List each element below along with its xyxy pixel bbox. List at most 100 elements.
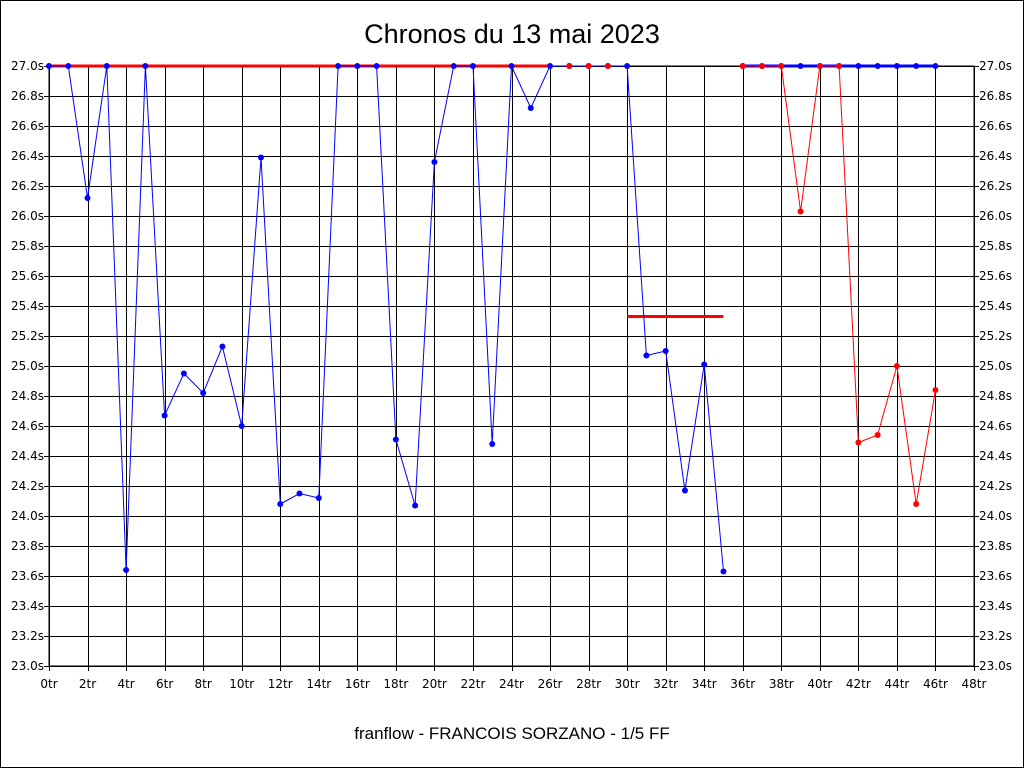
y-tick-label-right: 25.4s — [979, 299, 1012, 313]
data-point — [893, 363, 900, 369]
x-tick-label: 8tr — [195, 677, 212, 691]
x-tick-label: 4tr — [117, 677, 134, 691]
y-axis-right-ticks: 23.0s 23.2s 23.4s 23.6s 23.8s 24.0s 24.2s 24.4s… — [979, 59, 1012, 673]
y-tick-label-left: 24.6s — [11, 419, 44, 433]
data-point — [84, 195, 91, 201]
y-tick-label-right: 27.0s — [979, 59, 1012, 73]
data-point — [797, 63, 804, 69]
x-tick-label: 36tr — [730, 677, 755, 691]
data-point — [585, 63, 592, 69]
y-tick-label-left: 24.0s — [11, 509, 44, 523]
x-tick-label: 2tr — [79, 677, 96, 691]
y-tick-label-right: 25.2s — [979, 329, 1012, 343]
y-tick-label-right: 23.0s — [979, 659, 1012, 673]
y-tick-label-left: 25.0s — [11, 359, 44, 373]
data-point — [527, 105, 534, 111]
data-point — [913, 501, 920, 507]
y-tick-label-left: 24.2s — [11, 479, 44, 493]
data-point — [759, 63, 766, 69]
data-point — [855, 439, 862, 446]
data-point — [489, 441, 496, 447]
data-point — [739, 63, 746, 69]
y-tick-label-right: 23.4s — [979, 599, 1012, 613]
y-tick-label-right: 26.6s — [979, 119, 1012, 133]
data-point — [855, 63, 862, 69]
y-tick-label-right: 25.6s — [979, 269, 1012, 283]
data-point — [161, 412, 168, 419]
y-tick-label-right: 26.0s — [979, 209, 1012, 223]
x-axis-ticks: 0tr 2tr 4tr 6tr 8tr 10tr 12tr 14tr 16tr 18tr 20tr 2… — [40, 677, 986, 691]
data-point — [335, 63, 342, 69]
data-point — [547, 63, 554, 69]
y-tick-label-left: 25.2s — [11, 329, 44, 343]
y-tick-label-right: 24.0s — [979, 509, 1012, 523]
y-tick-label-left: 27.0s — [11, 59, 44, 73]
data-point — [778, 63, 785, 69]
data-point — [566, 63, 573, 69]
x-tick-label: 16tr — [345, 677, 370, 691]
y-tick-label-right: 23.8s — [979, 539, 1012, 553]
y-tick-label-left: 23.0s — [11, 659, 44, 673]
y-tick-label-left: 26.6s — [11, 119, 44, 133]
data-point — [469, 63, 476, 69]
chart-marks — [46, 63, 939, 575]
data-point — [296, 490, 303, 497]
x-tick-label: 6tr — [156, 677, 173, 691]
data-point — [932, 63, 939, 69]
x-tick-label: 10tr — [229, 677, 254, 691]
x-tick-label: 30tr — [615, 677, 640, 691]
y-tick-label-right: 23.6s — [979, 569, 1012, 583]
data-point — [277, 501, 284, 507]
data-point — [315, 495, 322, 501]
x-tick-label: 44tr — [884, 677, 909, 691]
y-tick-label-right: 26.2s — [979, 179, 1012, 193]
y-tick-label-right: 26.4s — [979, 149, 1012, 163]
data-point — [65, 63, 72, 69]
x-tick-label: 24tr — [499, 677, 524, 691]
data-point — [373, 63, 380, 69]
x-tick-label: 38tr — [769, 677, 794, 691]
y-tick-label-left: 24.4s — [11, 449, 44, 463]
data-point — [103, 63, 110, 69]
data-point — [219, 343, 226, 350]
x-tick-label: 22tr — [460, 677, 485, 691]
grid — [44, 65, 979, 671]
data-point — [701, 361, 708, 368]
data-point — [200, 390, 207, 396]
y-tick-label-left: 24.8s — [11, 389, 44, 403]
x-tick-label: 40tr — [807, 677, 832, 691]
data-point — [662, 348, 669, 354]
data-point — [604, 63, 611, 69]
y-tick-label-left: 25.4s — [11, 299, 44, 313]
data-point — [180, 370, 187, 377]
data-point — [46, 63, 52, 69]
y-tick-label-right: 24.6s — [979, 419, 1012, 433]
x-tick-label: 42tr — [846, 677, 871, 691]
data-point — [913, 63, 920, 69]
x-tick-label: 14tr — [306, 677, 331, 691]
data-point — [874, 432, 881, 438]
y-tick-label-right: 24.8s — [979, 389, 1012, 403]
y-tick-label-left: 26.2s — [11, 179, 44, 193]
data-point — [893, 63, 900, 69]
y-tick-label-left: 25.6s — [11, 269, 44, 283]
x-tick-label: 48tr — [962, 677, 987, 691]
data-point — [123, 567, 130, 573]
y-axis-left-ticks: 23.0s 23.2s 23.4s 23.6s 23.8s 24.0s 24.2s 24.4s… — [11, 59, 44, 673]
y-tick-label-right: 23.2s — [979, 629, 1012, 643]
data-point — [624, 63, 631, 69]
x-tick-label: 34tr — [692, 677, 717, 691]
x-tick-label: 12tr — [268, 677, 293, 691]
data-point — [816, 63, 823, 69]
data-point — [142, 63, 149, 69]
y-tick-label-left: 23.6s — [11, 569, 44, 583]
x-tick-label: 26tr — [538, 677, 563, 691]
y-tick-label-left: 23.4s — [11, 599, 44, 613]
y-tick-label-right: 26.8s — [979, 89, 1012, 103]
data-point — [836, 63, 843, 69]
data-point — [431, 159, 438, 165]
y-tick-label-left: 23.8s — [11, 539, 44, 553]
data-point — [450, 63, 457, 69]
y-tick-label-right: 24.4s — [979, 449, 1012, 463]
